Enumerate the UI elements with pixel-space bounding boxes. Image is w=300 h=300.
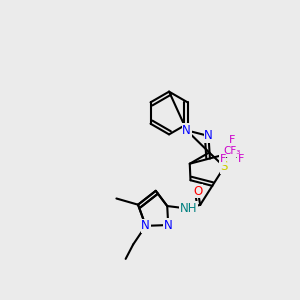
Text: N: N (204, 130, 213, 142)
Text: N: N (182, 124, 191, 137)
Text: N: N (164, 218, 172, 232)
Text: S: S (221, 160, 228, 173)
Text: F: F (220, 154, 226, 164)
Text: F: F (229, 135, 235, 145)
Text: O: O (193, 185, 203, 198)
Text: F: F (238, 154, 244, 164)
Text: CF₃: CF₃ (223, 146, 240, 156)
Text: NH: NH (179, 202, 197, 215)
Text: N: N (141, 219, 150, 232)
